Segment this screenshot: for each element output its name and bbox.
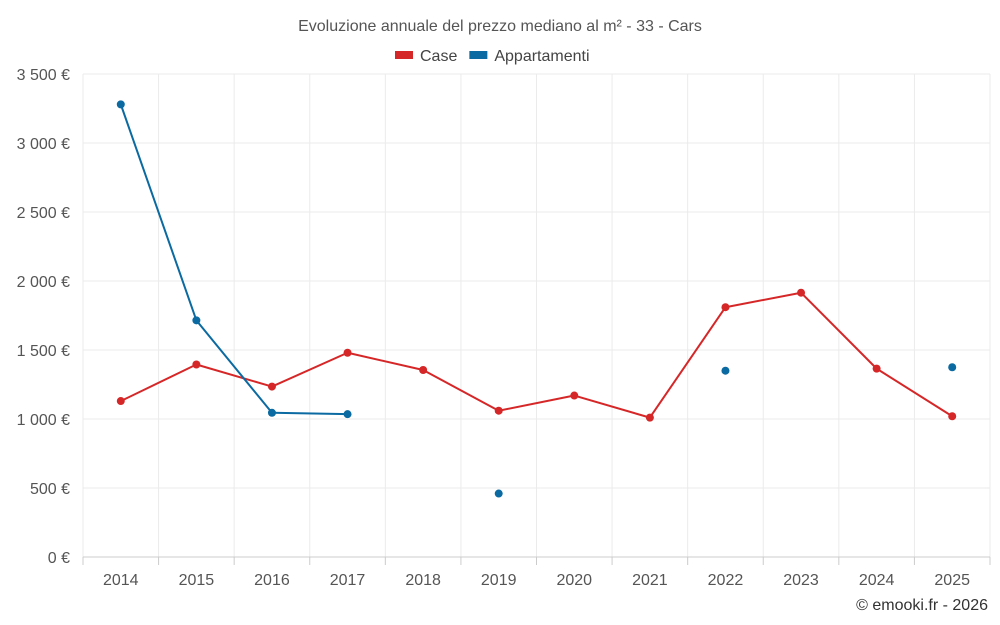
- x-tick-label: 2023: [783, 572, 819, 589]
- x-tick-label: 2021: [632, 572, 668, 589]
- data-point[interactable]: [948, 412, 957, 421]
- series-line-segment: [119, 363, 198, 403]
- y-tick-label: 1 500 €: [17, 343, 70, 360]
- y-tick-label: 2 000 €: [17, 274, 70, 291]
- x-tick-label: 2022: [708, 572, 744, 589]
- x-tick-label: 2020: [556, 572, 592, 589]
- x-tick-label: 2015: [179, 572, 215, 589]
- legend-swatch: [395, 51, 413, 59]
- data-point[interactable]: [267, 408, 276, 417]
- series-line-segment: [800, 291, 878, 370]
- legend-item-appartamenti[interactable]: Appartamenti: [469, 48, 590, 65]
- series-line-segment: [573, 394, 651, 419]
- data-point[interactable]: [494, 406, 503, 415]
- series-case: [116, 288, 957, 422]
- data-point[interactable]: [948, 363, 957, 372]
- data-point[interactable]: [343, 348, 352, 357]
- series-line-segment: [195, 363, 273, 388]
- data-point[interactable]: [343, 410, 352, 419]
- y-tick-label: 3 500 €: [17, 67, 70, 84]
- series-line-segment: [648, 306, 727, 419]
- series-line-segment: [422, 369, 500, 412]
- y-tick-label: 0 €: [48, 550, 70, 567]
- x-tick-label: 2014: [103, 572, 139, 589]
- data-point[interactable]: [797, 288, 806, 297]
- y-tick-label: 1 000 €: [17, 412, 70, 429]
- series-line-segment: [724, 291, 803, 309]
- data-point[interactable]: [645, 413, 654, 422]
- y-tick-label: 500 €: [30, 481, 70, 498]
- data-point[interactable]: [872, 364, 881, 373]
- data-point[interactable]: [494, 489, 503, 498]
- chart-title: Evoluzione annuale del prezzo mediano al…: [298, 18, 702, 35]
- y-tick-label: 3 000 €: [17, 136, 70, 153]
- credit-text: © emooki.fr - 2026: [856, 597, 988, 614]
- x-axis: 2014 2015 2016 2017 2018 2019 2020 2021 2022 2023…: [82, 556, 991, 589]
- y-axis: 0 € 500 € 1 000 € 1 500 € 2 000 € 2 500 € 3 00…: [17, 67, 70, 567]
- x-tick-label: 2024: [859, 572, 895, 589]
- data-point[interactable]: [570, 391, 579, 400]
- series-line-segment: [270, 351, 349, 388]
- series-appartamenti: [116, 100, 957, 498]
- series-line-segment: [195, 319, 273, 414]
- data-point[interactable]: [721, 366, 730, 375]
- data-point[interactable]: [192, 316, 201, 325]
- series-line-segment: [270, 411, 349, 416]
- series-line-segment: [119, 103, 198, 322]
- x-tick-label: 2018: [405, 572, 441, 589]
- data-point[interactable]: [116, 397, 125, 406]
- data-point[interactable]: [721, 303, 730, 312]
- grid: [82, 73, 991, 557]
- legend-label: Case: [420, 48, 457, 65]
- series-line-segment: [346, 351, 425, 372]
- x-tick-label: 2019: [481, 572, 517, 589]
- series-layer: [116, 100, 957, 498]
- data-point[interactable]: [116, 100, 125, 109]
- chart-legend: Case Appartamenti: [395, 48, 590, 65]
- series-line-segment: [875, 367, 954, 418]
- data-point[interactable]: [267, 382, 276, 391]
- legend-swatch: [469, 51, 488, 59]
- data-point[interactable]: [192, 360, 201, 369]
- series-line-segment: [497, 394, 576, 412]
- y-tick-label: 2 500 €: [17, 205, 70, 222]
- x-tick-label: 2017: [330, 572, 366, 589]
- legend-item-case[interactable]: Case: [395, 48, 457, 65]
- data-point[interactable]: [419, 366, 428, 375]
- x-tick-label: 2016: [254, 572, 290, 589]
- legend-label: Appartamenti: [494, 48, 589, 65]
- x-tick-label: 2025: [934, 572, 970, 589]
